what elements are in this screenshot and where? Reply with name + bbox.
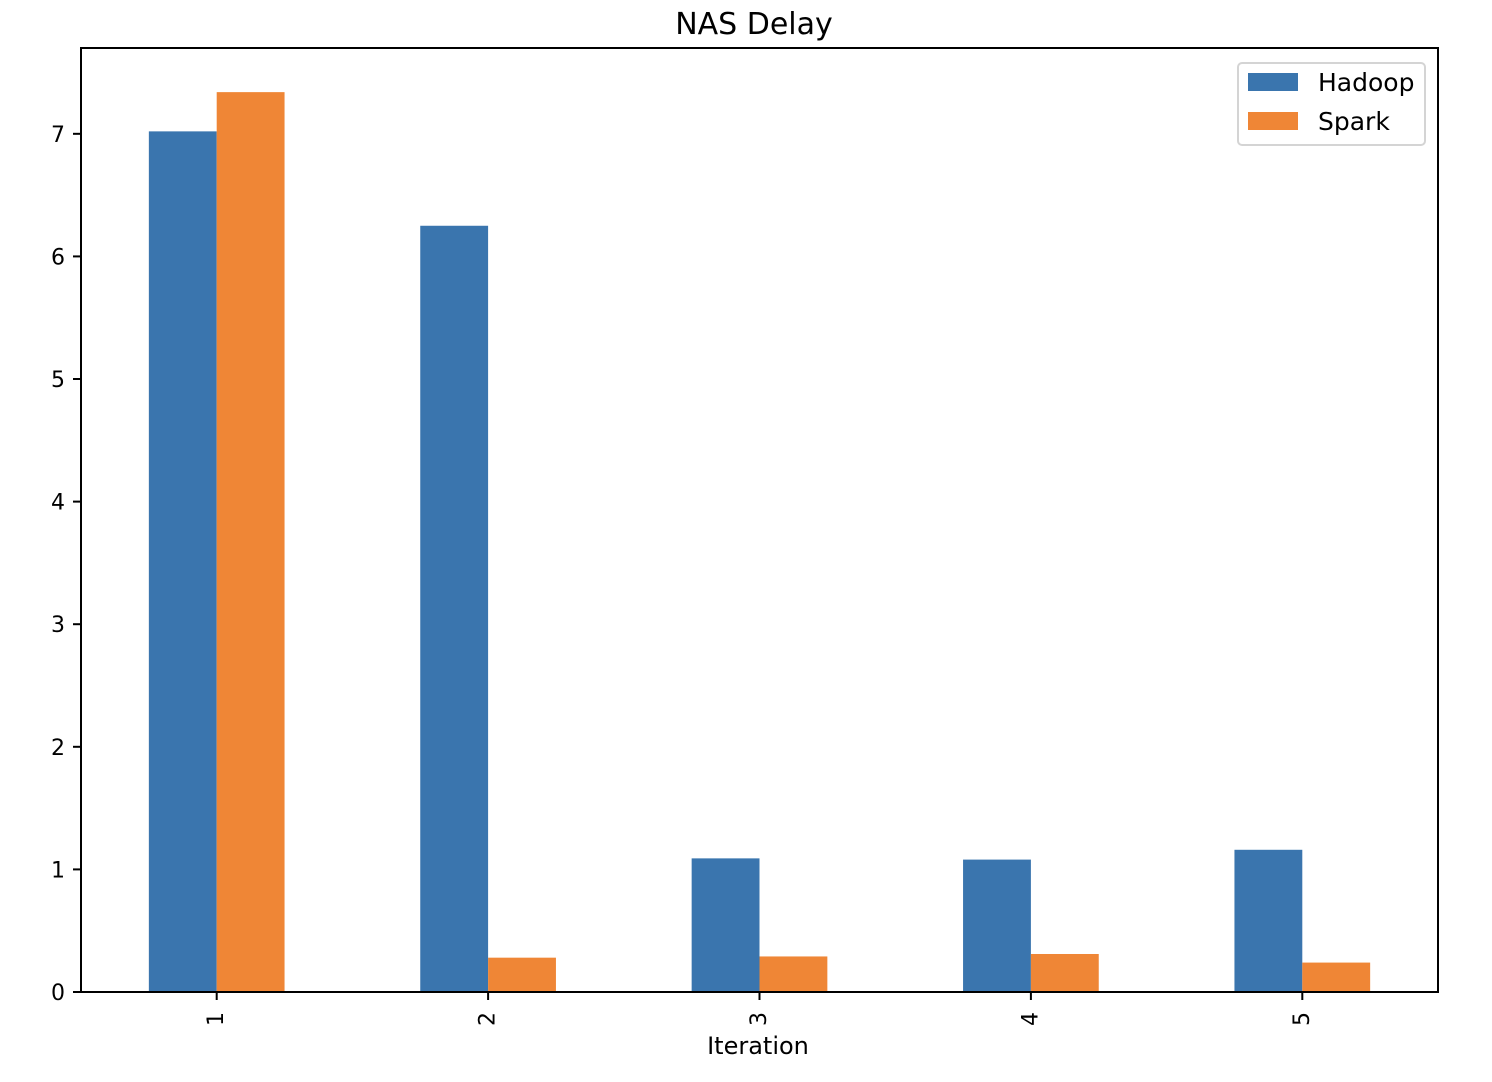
x-axis: 1 2 3 4 5 — [204, 992, 1315, 1026]
x-tick-label-2: 2 — [476, 1012, 501, 1026]
y-tick-label-2: 2 — [51, 736, 65, 761]
bar-hadoop-5 — [1234, 849, 1303, 992]
legend-swatch-hadoop — [1248, 73, 1298, 91]
bar-spark-5 — [1302, 962, 1371, 992]
legend-swatch-spark — [1248, 112, 1298, 130]
bar-hadoop-3 — [691, 858, 760, 992]
bar-spark-3 — [759, 956, 828, 992]
y-tick-label-6: 6 — [51, 245, 65, 270]
x-tick-label-5: 5 — [1290, 1012, 1315, 1026]
legend-label-spark: Spark — [1318, 107, 1390, 136]
x-tick-label-3: 3 — [747, 1012, 772, 1026]
y-tick-label-4: 4 — [51, 491, 65, 516]
y-tick-label-0: 0 — [51, 981, 65, 1006]
bars-layer — [148, 92, 1371, 993]
bar-spark-2 — [488, 957, 556, 992]
plot-frame — [80, 47, 1439, 993]
bar-spark-1 — [216, 92, 285, 992]
legend: Hadoop Spark — [1237, 62, 1426, 146]
bar-hadoop-1 — [148, 131, 217, 993]
y-tick-label-5: 5 — [51, 368, 65, 393]
bar-spark-4 — [1030, 953, 1099, 992]
chart-title: NAS Delay — [675, 7, 833, 42]
legend-label-hadoop: Hadoop — [1318, 68, 1414, 97]
y-tick-label-7: 7 — [51, 123, 65, 148]
bar-hadoop-4 — [963, 859, 1031, 992]
x-tick-label-1: 1 — [204, 1012, 229, 1026]
x-axis-label: Iteration — [707, 1032, 809, 1060]
x-tick-label-4: 4 — [1018, 1012, 1043, 1026]
bar-hadoop-2 — [420, 225, 489, 992]
y-tick-label-1: 1 — [51, 858, 65, 883]
y-tick-label-3: 3 — [51, 613, 65, 638]
y-axis: 0 1 2 3 4 5 6 7 — [51, 123, 81, 1006]
